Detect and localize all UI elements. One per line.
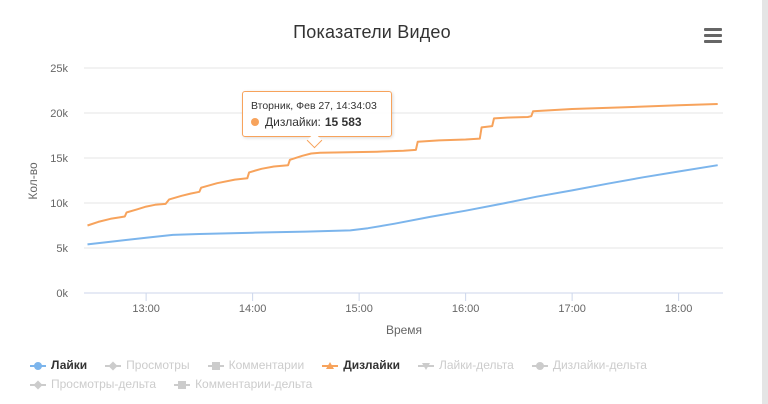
tooltip-time: Вторник, Фев 27, 14:34:03 xyxy=(251,100,377,112)
x-tick-label: 17:00 xyxy=(558,303,586,315)
tooltip-value: 15 583 xyxy=(324,115,362,129)
x-tick-label: 13:00 xyxy=(132,303,160,315)
legend-symbol-icon xyxy=(30,379,46,391)
tooltip-series-dot xyxy=(251,118,259,126)
legend-item[interactable]: Лайки xyxy=(30,356,87,375)
legend-item[interactable]: Комментарии-дельта xyxy=(174,375,312,394)
y-tick-label: 15k xyxy=(50,153,68,165)
y-tick-label: 0k xyxy=(56,288,68,300)
series-line-likes[interactable] xyxy=(87,164,718,246)
legend: Лайки Просмотры Комментарии Дизлайки Лайки-д… xyxy=(30,356,730,394)
legend-label: Комментарии-дельта xyxy=(195,377,313,391)
legend-symbol-icon xyxy=(30,360,46,372)
y-axis-label: Кол-во xyxy=(26,162,40,200)
legend-symbol-icon xyxy=(105,360,122,372)
y-tick-label: 10k xyxy=(50,198,68,210)
legend-item[interactable]: Просмотры xyxy=(105,356,190,375)
x-tick-label: 14:00 xyxy=(239,303,267,315)
legend-symbol-icon xyxy=(174,379,191,391)
hamburger-menu-icon[interactable] xyxy=(701,28,725,48)
legend-label: Просмотры-дельта xyxy=(51,377,157,391)
legend-label: Дизлайки xyxy=(343,358,400,372)
y-tick-label: 20k xyxy=(50,108,68,120)
legend-label: Лайки xyxy=(51,358,88,372)
legend-label: Комментарии xyxy=(228,358,305,372)
legend-item[interactable]: Лайки-дельта xyxy=(417,356,514,375)
x-axis-label: Время xyxy=(386,323,422,337)
legend-symbol-icon xyxy=(322,360,339,372)
legend-item[interactable]: Комментарии xyxy=(207,356,305,375)
legend-label: Просмотры xyxy=(126,358,190,372)
y-tick-label: 25k xyxy=(50,63,68,75)
legend-item[interactable]: Просмотры-дельта xyxy=(30,375,156,394)
legend-label: Дизлайки-дельта xyxy=(552,358,647,372)
x-tick-label: 16:00 xyxy=(452,303,480,315)
x-tick-label: 18:00 xyxy=(665,303,693,315)
legend-symbol-icon xyxy=(207,360,224,372)
series-line-dislikes[interactable] xyxy=(87,103,718,227)
legend-symbol-icon xyxy=(531,360,548,372)
window-edge xyxy=(762,0,768,404)
x-tick-label: 15:00 xyxy=(345,303,373,315)
legend-item[interactable]: Дизлайки xyxy=(322,356,400,375)
tooltip-line: Дизлайки: 15 583 xyxy=(251,115,362,129)
legend-label: Лайки-дельта xyxy=(438,358,514,372)
legend-symbol-icon xyxy=(417,360,434,372)
tooltip-series-name: Дизлайки xyxy=(265,115,318,129)
tooltip: Вторник, Фев 27, 14:34:03 Дизлайки: 15 5… xyxy=(242,91,392,149)
y-tick-label: 5k xyxy=(56,243,68,255)
chart-title: Показатели Видео xyxy=(293,22,451,42)
legend-item[interactable]: Дизлайки-дельта xyxy=(531,356,647,375)
